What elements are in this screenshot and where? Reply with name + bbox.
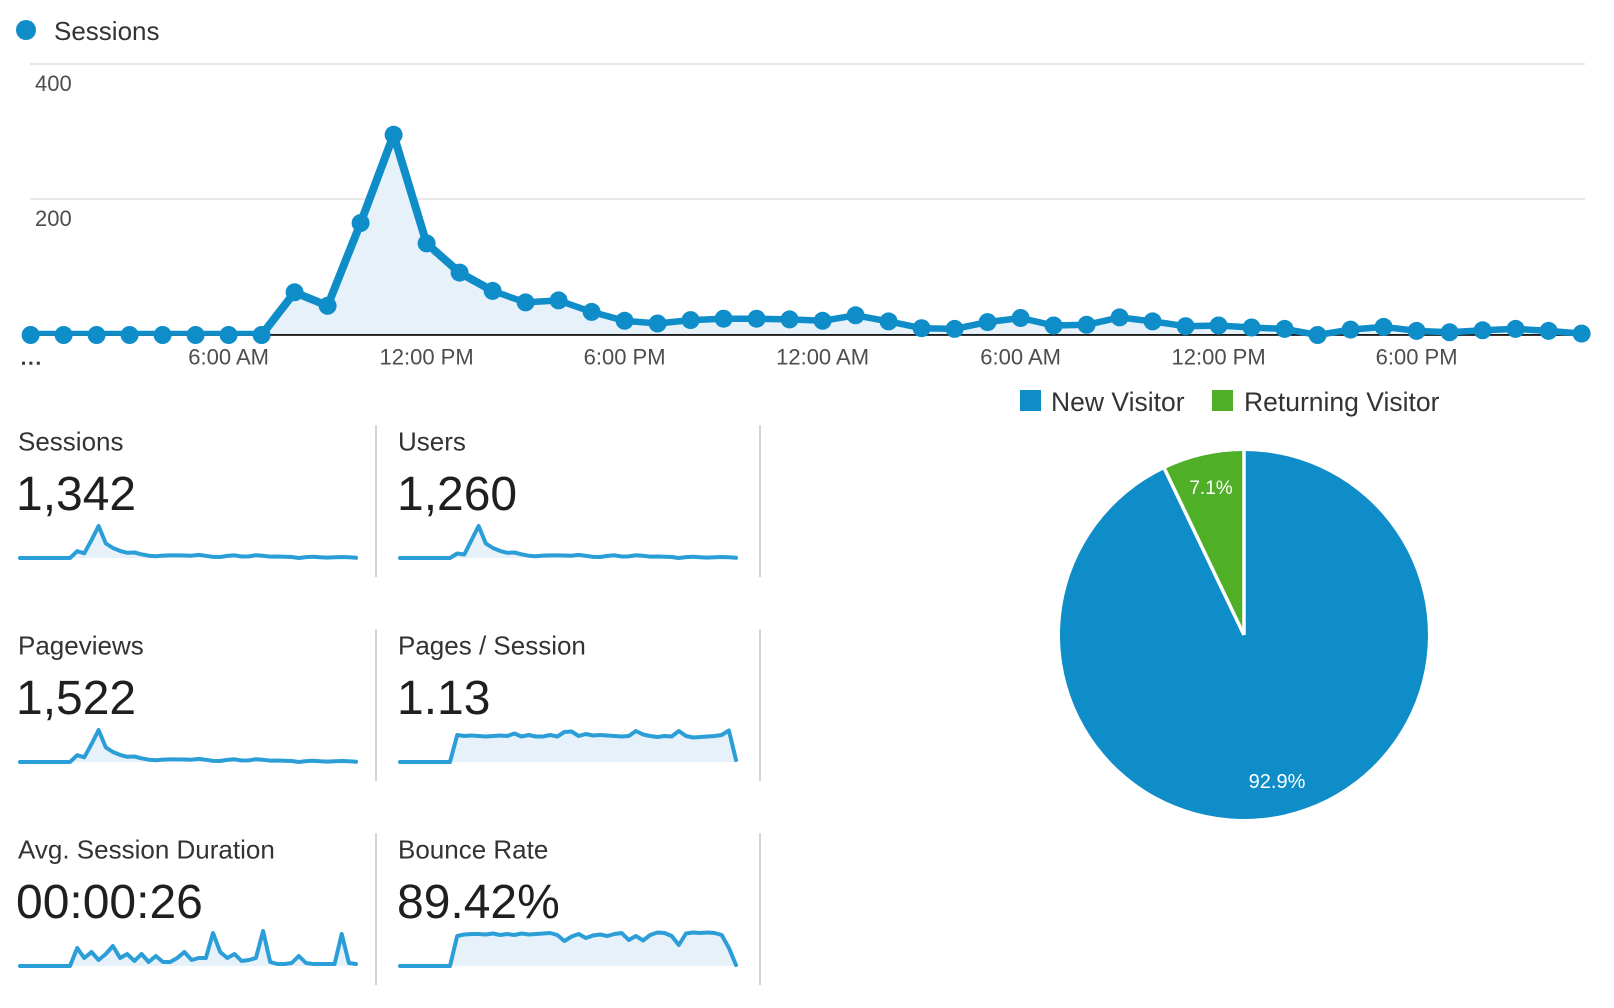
svg-text:92.9%: 92.9% <box>1249 771 1306 793</box>
svg-text:Sessions: Sessions <box>54 16 160 46</box>
svg-text:Pages / Session: Pages / Session <box>398 631 586 661</box>
svg-text:12:00 PM: 12:00 PM <box>380 345 474 370</box>
svg-text:00:00:26: 00:00:26 <box>16 876 203 929</box>
svg-text:1,260: 1,260 <box>397 468 517 521</box>
svg-text:6:00 PM: 6:00 PM <box>584 345 666 370</box>
svg-text:Avg. Session Duration: Avg. Session Duration <box>18 835 275 865</box>
svg-text:1,342: 1,342 <box>16 468 136 521</box>
svg-text:400: 400 <box>35 71 72 96</box>
svg-text:12:00 AM: 12:00 AM <box>776 345 869 370</box>
svg-text:89.42%: 89.42% <box>397 876 560 929</box>
svg-text:Pageviews: Pageviews <box>18 631 144 661</box>
svg-text:Returning Visitor: Returning Visitor <box>1244 387 1440 417</box>
svg-text:New Visitor: New Visitor <box>1051 387 1185 417</box>
svg-text:200: 200 <box>35 206 72 231</box>
svg-text:6:00 AM: 6:00 AM <box>980 345 1061 370</box>
svg-text:6:00 PM: 6:00 PM <box>1376 345 1458 370</box>
svg-text:Users: Users <box>398 427 466 457</box>
svg-text:1.13: 1.13 <box>397 672 490 725</box>
svg-text:12:00 PM: 12:00 PM <box>1172 345 1266 370</box>
svg-text:Sessions: Sessions <box>18 427 124 457</box>
svg-text:1,522: 1,522 <box>16 672 136 725</box>
svg-text:Bounce Rate: Bounce Rate <box>398 835 548 865</box>
svg-text:6:00 AM: 6:00 AM <box>188 345 269 370</box>
svg-text:7.1%: 7.1% <box>1189 478 1232 499</box>
